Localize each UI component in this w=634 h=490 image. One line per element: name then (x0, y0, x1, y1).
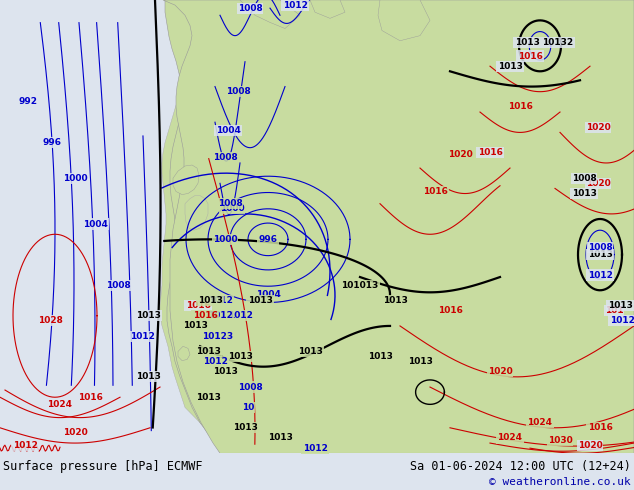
Text: 1004: 1004 (216, 126, 240, 135)
Text: 1012: 1012 (207, 311, 233, 320)
Text: 1013: 1013 (268, 434, 292, 442)
Text: 10: 10 (242, 403, 254, 412)
Text: 1013: 1013 (195, 392, 221, 402)
Text: 1016: 1016 (193, 311, 217, 320)
Text: 10123: 10123 (202, 332, 233, 341)
Text: 1020: 1020 (586, 179, 611, 188)
Text: 1013: 1013 (572, 189, 597, 198)
Text: 1024: 1024 (48, 400, 72, 409)
Text: 1016: 1016 (77, 392, 103, 402)
Text: 1013: 1013 (233, 423, 257, 432)
Text: 1000: 1000 (220, 204, 244, 213)
Text: 1024: 1024 (527, 418, 552, 427)
Text: 1013: 1013 (498, 62, 522, 71)
Text: 1013: 1013 (408, 357, 432, 366)
Text: 1028: 1028 (37, 317, 62, 325)
Text: 1024: 1024 (498, 434, 522, 442)
Text: 996: 996 (42, 138, 61, 147)
Text: 1000: 1000 (212, 235, 237, 244)
Text: 996: 996 (259, 235, 278, 244)
Text: © weatheronline.co.uk: © weatheronline.co.uk (489, 477, 631, 487)
Text: 1013: 1013 (212, 368, 238, 376)
Text: 1016: 1016 (477, 148, 502, 157)
Text: 1020: 1020 (448, 150, 472, 159)
Text: 1008: 1008 (238, 3, 262, 13)
Text: 1008: 1008 (572, 174, 597, 183)
Text: 992: 992 (18, 98, 37, 106)
Text: Surface pressure [hPa] ECMWF: Surface pressure [hPa] ECMWF (3, 460, 203, 473)
Text: 1012: 1012 (207, 296, 233, 305)
Text: 1013: 1013 (136, 311, 160, 320)
Text: 1012: 1012 (283, 0, 307, 10)
Text: 1012: 1012 (202, 357, 228, 366)
Text: 1013: 1013 (607, 301, 633, 310)
Text: 1013: 1013 (247, 296, 273, 305)
Text: Sa 01-06-2024 12:00 UTC (12+24): Sa 01-06-2024 12:00 UTC (12+24) (410, 460, 631, 473)
Text: 10132: 10132 (543, 38, 574, 47)
Polygon shape (310, 0, 345, 18)
Polygon shape (165, 0, 634, 453)
Text: 1016: 1016 (517, 51, 543, 61)
Polygon shape (163, 0, 634, 453)
Text: 1013: 1013 (183, 321, 207, 330)
Text: 1016: 1016 (423, 187, 448, 196)
Text: 1013: 1013 (297, 347, 323, 356)
Polygon shape (173, 165, 199, 195)
Text: 1020: 1020 (488, 368, 512, 376)
Polygon shape (240, 0, 300, 28)
Text: 1013: 1013 (382, 296, 408, 305)
Text: 1016: 1016 (437, 306, 462, 315)
Text: 1016: 1016 (508, 102, 533, 111)
Polygon shape (185, 196, 208, 230)
Text: 1008: 1008 (588, 243, 612, 252)
Polygon shape (160, 0, 634, 453)
Text: 1008: 1008 (106, 281, 131, 290)
Text: 1012: 1012 (129, 332, 155, 341)
Text: 1020: 1020 (63, 428, 87, 438)
Text: 1020: 1020 (586, 123, 611, 132)
Polygon shape (178, 346, 190, 361)
Text: 101013: 101013 (341, 281, 378, 290)
Text: 1013: 1013 (515, 38, 540, 47)
Text: 1013: 1013 (136, 372, 160, 381)
Text: 1008: 1008 (226, 87, 250, 96)
Text: 1013: 1013 (368, 352, 392, 361)
Text: 1012: 1012 (228, 311, 252, 320)
Text: 1004: 1004 (256, 290, 280, 299)
Text: 1012: 1012 (609, 317, 634, 325)
Text: 1000: 1000 (63, 174, 87, 183)
Text: 1012: 1012 (13, 441, 37, 450)
Text: 1008: 1008 (217, 199, 242, 208)
Text: 1013: 1013 (588, 250, 612, 259)
Text: 1030: 1030 (548, 436, 573, 444)
Text: 1013: 1013 (195, 347, 221, 356)
Text: 1013: 1013 (228, 352, 252, 361)
Text: 1016: 1016 (588, 423, 612, 432)
Text: 1020: 1020 (578, 441, 602, 450)
Polygon shape (378, 0, 430, 41)
Text: 1013: 1013 (198, 296, 223, 305)
Text: 1008: 1008 (238, 383, 262, 392)
Text: 1012: 1012 (302, 443, 327, 453)
Text: 1004: 1004 (82, 220, 107, 228)
Text: 1008: 1008 (212, 153, 237, 162)
Text: 1016: 1016 (186, 301, 210, 310)
Text: 1012: 1012 (588, 270, 612, 279)
Text: 101: 101 (605, 306, 623, 315)
